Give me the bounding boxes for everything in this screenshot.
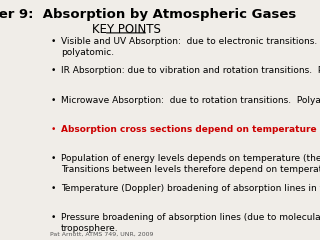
Text: •: • (50, 37, 56, 46)
Text: •: • (50, 154, 56, 163)
Text: IR Absorption: due to vibration and rotation transitions.  Polyatomic.: IR Absorption: due to vibration and rota… (61, 66, 320, 76)
Text: •: • (50, 96, 56, 105)
Text: Population of energy levels depends on temperature (thermal energy, kT).
Transit: Population of energy levels depends on t… (61, 154, 320, 174)
Text: Temperature (Doppler) broadening of absorption lines in the mesosphere.: Temperature (Doppler) broadening of abso… (61, 184, 320, 192)
Text: Microwave Absorption:  due to rotation transitions.  Polyatomic.: Microwave Absorption: due to rotation tr… (61, 96, 320, 105)
Text: Absorption cross sections depend on temperature and pressure.: Absorption cross sections depend on temp… (61, 125, 320, 134)
Text: •: • (50, 125, 56, 134)
Text: Pressure broadening of absorption lines (due to molecular collisions) in the
tro: Pressure broadening of absorption lines … (61, 213, 320, 233)
Text: •: • (50, 213, 56, 222)
Text: •: • (50, 66, 56, 76)
Text: Chapter 9:  Absorption by Atmospheric Gases: Chapter 9: Absorption by Atmospheric Gas… (0, 8, 297, 21)
Text: Visible and UV Absorption:  due to electronic transitions.  Monatomic -
polyatom: Visible and UV Absorption: due to electr… (61, 37, 320, 57)
Text: •: • (50, 184, 56, 192)
Text: KEY POINTS: KEY POINTS (92, 23, 160, 36)
Text: Pat Arnott, ATMS 749, UNR, 2009: Pat Arnott, ATMS 749, UNR, 2009 (50, 231, 153, 236)
